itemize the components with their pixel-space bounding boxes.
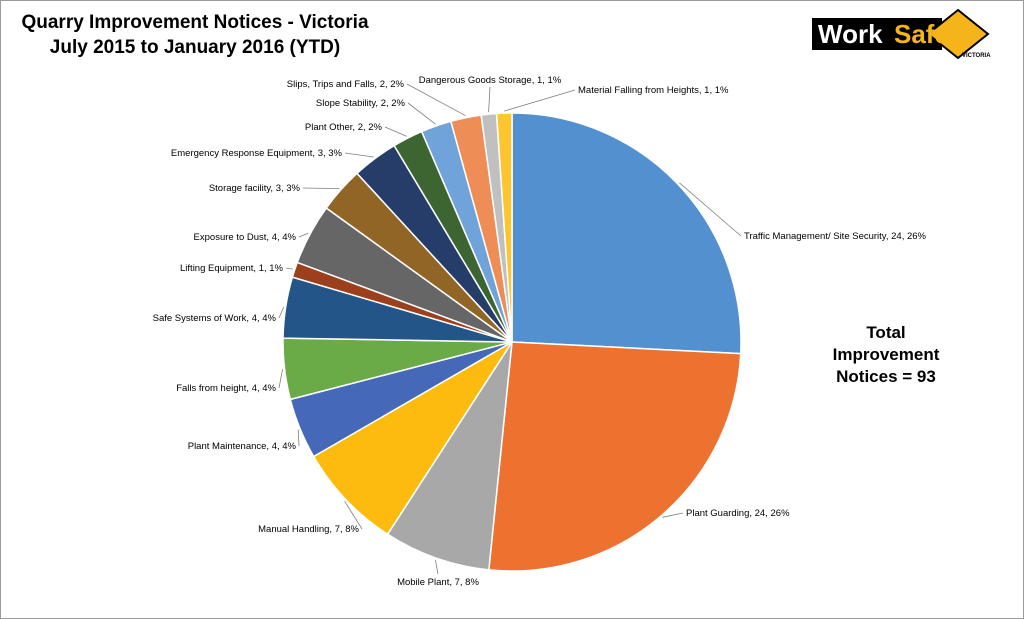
logo-work-text: Work <box>818 19 883 49</box>
total-notices: Total Improvement Notices = 93 <box>816 322 956 388</box>
slice-label-7: Lifting Equipment, 1, 1% <box>180 263 284 274</box>
slice-label-8: Exposure to Dust, 4, 4% <box>194 232 297 243</box>
leader-line-6 <box>278 306 285 319</box>
leader-line-1 <box>662 512 684 518</box>
leader-line-7 <box>285 267 293 270</box>
leader-line-9 <box>302 187 340 189</box>
logo-sub-text: VICTORIA <box>962 53 991 59</box>
logo-diamond <box>926 8 990 60</box>
leader-line-5 <box>278 369 283 389</box>
slice-label-4: Plant Maintenance, 4, 4% <box>188 441 297 452</box>
pie-leader-lines <box>278 83 742 575</box>
slice-label-14: Dangerous Goods Storage, 1, 1% <box>419 75 562 86</box>
total-line2: Improvement <box>832 345 940 364</box>
leader-line-10 <box>344 152 374 158</box>
slice-label-2: Mobile Plant, 7, 8% <box>397 577 479 588</box>
slice-label-15: Material Falling from Heights, 1, 1% <box>578 85 729 96</box>
pie-slice-1 <box>488 341 742 572</box>
leader-line-15 <box>504 89 576 112</box>
slice-label-5: Falls from height, 4, 4% <box>176 383 276 394</box>
pie-labels: Traffic Management/ Site Security, 24, 2… <box>153 75 927 588</box>
pie-slices <box>282 112 742 572</box>
logo-black-bar <box>812 18 942 50</box>
chart-title: Quarry Improvement Notices - Victoria Ju… <box>10 10 380 60</box>
slice-label-13: Slips, Trips and Falls, 2, 2% <box>287 79 405 90</box>
leader-line-12 <box>407 102 436 125</box>
leader-line-8 <box>298 232 309 238</box>
slice-label-6: Safe Systems of Work, 4, 4% <box>153 313 277 324</box>
leader-line-11 <box>384 126 407 137</box>
total-line3: Notices = 93 <box>836 367 936 386</box>
pie-slice-15 <box>495 112 513 343</box>
leader-line-4 <box>297 429 300 447</box>
slice-label-11: Plant Other, 2, 2% <box>305 122 383 133</box>
leader-line-14 <box>488 86 491 113</box>
slice-label-1: Plant Guarding, 24, 26% <box>686 508 790 519</box>
total-line1: Total <box>866 323 906 342</box>
slice-label-3: Manual Handling, 7, 8% <box>258 524 359 535</box>
pie-slice-3 <box>312 341 513 536</box>
pie-slice-0 <box>511 112 742 355</box>
chart-title-line2: July 2015 to January 2016 (YTD) <box>49 37 341 58</box>
slice-label-9: Storage facility, 3, 3% <box>209 183 301 194</box>
leader-line-2 <box>435 559 439 575</box>
chart-title-line1: Quarry Improvement Notices - Victoria <box>21 12 369 33</box>
leader-line-3 <box>344 500 363 530</box>
leader-line-0 <box>679 182 742 237</box>
slice-label-0: Traffic Management/ Site Security, 24, 2… <box>744 231 927 242</box>
pie-slice-2 <box>386 341 513 571</box>
slice-label-12: Slope Stability, 2, 2% <box>316 98 406 109</box>
leader-line-13 <box>406 83 466 117</box>
slice-label-10: Emergency Response Equipment, 3, 3% <box>171 148 343 159</box>
logo-safe-text: Safe <box>894 19 949 49</box>
worksafe-logo: Work Safe VICTORIA <box>812 8 991 60</box>
